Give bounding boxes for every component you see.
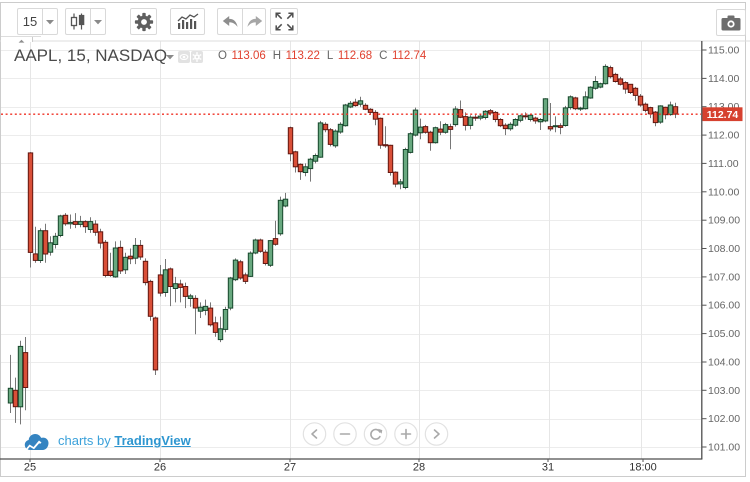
svg-text:102.00: 102.00: [708, 413, 740, 425]
svg-text:27: 27: [284, 462, 296, 474]
svg-text:109.00: 109.00: [708, 215, 740, 227]
svg-text:107.00: 107.00: [708, 271, 740, 283]
svg-text:112.00: 112.00: [708, 130, 739, 142]
svg-text:28: 28: [413, 462, 425, 474]
svg-text:25: 25: [24, 462, 36, 474]
svg-text:106.00: 106.00: [708, 300, 740, 312]
svg-text:18:00: 18:00: [629, 462, 657, 474]
svg-text:103.00: 103.00: [708, 385, 740, 397]
svg-text:104.00: 104.00: [708, 357, 740, 369]
svg-text:101.00: 101.00: [708, 442, 740, 454]
svg-text:108.00: 108.00: [708, 243, 740, 255]
svg-text:26: 26: [154, 462, 166, 474]
svg-text:31: 31: [542, 462, 554, 474]
svg-text:105.00: 105.00: [708, 328, 740, 340]
svg-text:110.00: 110.00: [708, 186, 739, 198]
svg-text:111.00: 111.00: [708, 158, 739, 170]
svg-text:115.00: 115.00: [708, 45, 739, 57]
svg-text:114.00: 114.00: [708, 73, 739, 85]
svg-text:112.74: 112.74: [707, 109, 739, 121]
